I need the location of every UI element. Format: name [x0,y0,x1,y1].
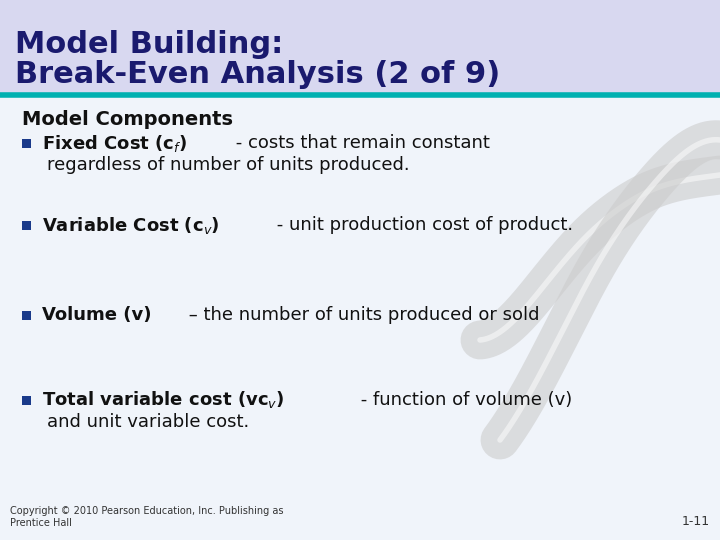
Bar [22,395,31,404]
Bar [22,220,31,230]
Text: Model Building:: Model Building: [15,30,283,59]
Bar [22,138,31,147]
Text: Break-Even Analysis (2 of 9): Break-Even Analysis (2 of 9) [15,60,500,89]
Text: Copyright © 2010 Pearson Education, Inc. Publishing as
Prentice Hall: Copyright © 2010 Pearson Education, Inc.… [10,507,284,528]
Text: 1-11: 1-11 [682,515,710,528]
Text: Variable Cost (c$_v$): Variable Cost (c$_v$) [42,214,220,235]
Text: Total variable cost (vc$_v$): Total variable cost (vc$_v$) [42,389,284,410]
Text: and unit variable cost.: and unit variable cost. [47,413,249,431]
Text: – the number of units produced or sold: – the number of units produced or sold [184,306,540,324]
Text: regardless of number of units produced.: regardless of number of units produced. [47,156,410,174]
Text: - function of volume (v): - function of volume (v) [355,391,572,409]
Text: Model Components: Model Components [22,110,233,129]
Bar [22,310,31,320]
Text: Fixed Cost (c$_f$): Fixed Cost (c$_f$) [42,132,187,153]
Text: - unit production cost of product.: - unit production cost of product. [271,216,573,234]
Text: Volume (v): Volume (v) [42,306,151,324]
FancyBboxPatch shape [0,0,720,95]
Text: - costs that remain constant: - costs that remain constant [230,134,490,152]
